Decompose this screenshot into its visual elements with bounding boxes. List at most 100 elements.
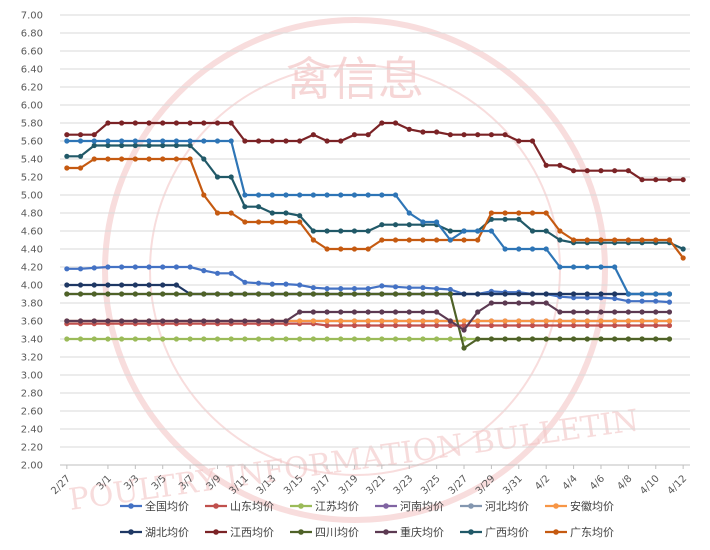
data-point bbox=[516, 138, 522, 144]
data-point bbox=[379, 237, 385, 243]
data-point bbox=[214, 120, 221, 126]
data-point bbox=[461, 132, 467, 138]
data-point bbox=[612, 318, 618, 324]
x-tick-label: 3/21 bbox=[364, 473, 388, 497]
data-point bbox=[297, 219, 303, 225]
data-point bbox=[160, 282, 166, 288]
data-point bbox=[420, 336, 426, 342]
data-point bbox=[365, 246, 371, 252]
data-point bbox=[488, 291, 495, 297]
data-point bbox=[365, 192, 371, 198]
data-point bbox=[475, 322, 481, 329]
data-point bbox=[584, 168, 590, 174]
data-point bbox=[146, 264, 152, 270]
data-point bbox=[91, 318, 97, 324]
data-point bbox=[351, 192, 358, 198]
data-point bbox=[434, 291, 440, 297]
data-point bbox=[434, 129, 440, 135]
data-point bbox=[461, 291, 467, 297]
data-point bbox=[570, 168, 577, 174]
data-point bbox=[160, 291, 166, 297]
data-point bbox=[392, 318, 399, 324]
x-tick-label: 4/6 bbox=[588, 473, 607, 492]
data-point bbox=[77, 266, 84, 272]
data-point bbox=[447, 318, 453, 324]
data-point bbox=[598, 291, 604, 297]
data-point bbox=[406, 291, 412, 297]
data-point bbox=[201, 336, 207, 342]
data-point bbox=[64, 336, 70, 342]
legend-item: 山东均价 bbox=[205, 500, 274, 513]
data-point bbox=[228, 138, 234, 144]
data-point bbox=[529, 228, 536, 234]
data-point bbox=[625, 318, 631, 324]
data-point bbox=[570, 336, 577, 342]
data-point bbox=[297, 318, 303, 324]
data-point bbox=[119, 138, 125, 144]
y-tick-label: 3.20 bbox=[21, 353, 43, 364]
data-point bbox=[338, 322, 344, 329]
data-point bbox=[543, 162, 549, 168]
data-point bbox=[379, 322, 385, 329]
data-point bbox=[214, 318, 221, 324]
data-point bbox=[324, 322, 330, 329]
data-point bbox=[91, 282, 97, 288]
data-point bbox=[406, 126, 412, 132]
data-point bbox=[351, 291, 358, 297]
data-point bbox=[146, 156, 152, 162]
data-point bbox=[242, 336, 248, 342]
series-12 bbox=[64, 156, 686, 261]
data-point bbox=[584, 264, 590, 270]
data-point bbox=[653, 298, 659, 304]
y-axis: 2.00 2.20 2.40 2.60 2.80 3.00 3.20 3.40 3.60 3.80… bbox=[21, 11, 43, 472]
data-point bbox=[557, 322, 563, 329]
data-point bbox=[516, 291, 522, 297]
data-point bbox=[502, 291, 508, 297]
data-point bbox=[461, 327, 467, 333]
data-point bbox=[625, 309, 631, 315]
data-point bbox=[666, 322, 673, 329]
data-point bbox=[91, 132, 97, 138]
data-point bbox=[653, 322, 659, 329]
data-point bbox=[187, 318, 193, 324]
data-point bbox=[379, 120, 385, 126]
data-point bbox=[653, 309, 659, 315]
series-8 bbox=[64, 120, 686, 183]
legend-label: 江西均价 bbox=[230, 526, 274, 539]
data-point bbox=[570, 318, 577, 324]
y-tick-label: 2.20 bbox=[21, 443, 43, 454]
data-point bbox=[338, 246, 344, 252]
data-point bbox=[255, 192, 262, 198]
legend-item: 广西均价 bbox=[460, 526, 529, 539]
data-point bbox=[639, 318, 645, 324]
data-point bbox=[392, 222, 399, 228]
data-point bbox=[91, 336, 97, 342]
data-point bbox=[379, 318, 385, 324]
data-point bbox=[365, 286, 371, 292]
data-point bbox=[201, 318, 207, 324]
data-point bbox=[625, 336, 631, 342]
data-point bbox=[297, 336, 303, 342]
data-point bbox=[584, 336, 590, 342]
data-point bbox=[201, 192, 207, 198]
data-point bbox=[242, 219, 248, 225]
data-point bbox=[598, 309, 604, 315]
data-point bbox=[351, 228, 358, 234]
data-point bbox=[269, 138, 275, 144]
data-point bbox=[255, 138, 262, 144]
data-point bbox=[612, 237, 618, 243]
data-point bbox=[434, 336, 440, 342]
data-point bbox=[201, 268, 207, 274]
x-tick-label: 4/8 bbox=[615, 473, 634, 492]
data-point bbox=[612, 295, 618, 302]
legend-label: 四川均价 bbox=[315, 526, 359, 539]
data-point bbox=[324, 291, 330, 297]
data-point bbox=[406, 237, 412, 243]
legend-swatch-marker bbox=[298, 529, 304, 535]
data-point bbox=[119, 291, 125, 297]
y-tick-label: 3.40 bbox=[21, 335, 43, 346]
data-point bbox=[269, 210, 275, 216]
data-point bbox=[160, 264, 166, 270]
data-point bbox=[612, 309, 618, 315]
data-point bbox=[543, 291, 549, 297]
